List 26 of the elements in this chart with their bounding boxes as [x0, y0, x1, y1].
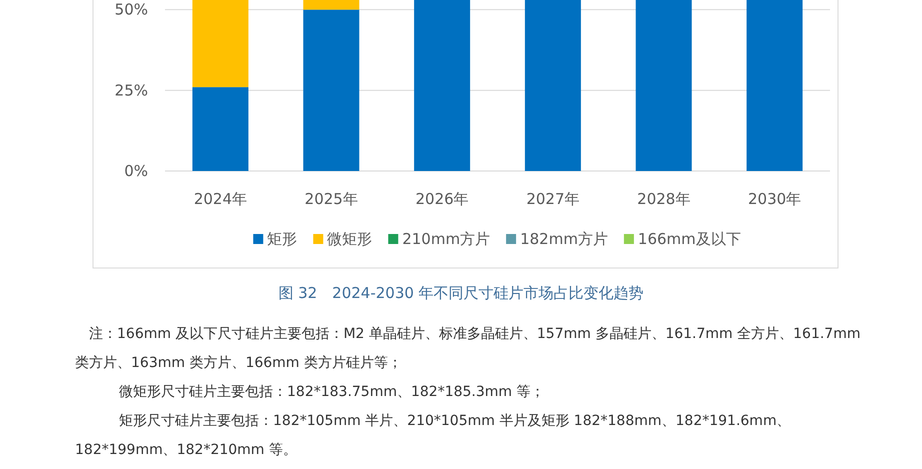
x-tick-label: 2025年 [304, 190, 358, 208]
text: 图 32 2024-2030 年不同尺寸硅片市场占比变化趋势 [277, 284, 645, 303]
x-tick-label: 2024年 [194, 190, 248, 208]
x-tick-label: 2030年 [748, 190, 802, 208]
bar [746, 0, 803, 171]
bar [192, 0, 248, 88]
legend-label: 182mm方片 [520, 230, 608, 248]
y-tick-label: 0% [124, 162, 148, 180]
bar [636, 0, 692, 171]
bar [414, 0, 470, 171]
x-tick-label: 2026年 [415, 190, 469, 208]
x-tick-label: 2028年 [637, 190, 690, 208]
bar [303, 0, 360, 10]
y-tick-label: 50% [114, 0, 148, 19]
legend-label: 166mm及以下 [638, 230, 741, 248]
legend-label: 矩形 [267, 230, 298, 248]
legend-label: 微矩形 [327, 230, 372, 248]
bar [303, 10, 360, 171]
legend-label: 210mm方片 [402, 230, 490, 248]
text: 微矩形尺寸硅片主要包括：182*183.75mm、182*185.3mm 等； [118, 383, 546, 402]
y-tick-label: 25% [114, 81, 148, 100]
bar [524, 0, 581, 171]
text: 注：166mm 及以下尺寸硅片主要包括：M2 单晶硅片、标准多晶硅片、157mm 多晶硅片、161.7mm 全方片、161.7mm 类方片、163mm 类方片、166mm 类方片硅片等； [75, 325, 862, 373]
text: 矩形尺寸硅片主要包括：182*105mm 半片、210*105mm 半片及矩形 182*188mm、182*191.6mm、182*199mm、182*210mm 等。 [75, 412, 792, 460]
x-tick-label: 2027年 [526, 190, 580, 208]
bar [192, 87, 248, 171]
